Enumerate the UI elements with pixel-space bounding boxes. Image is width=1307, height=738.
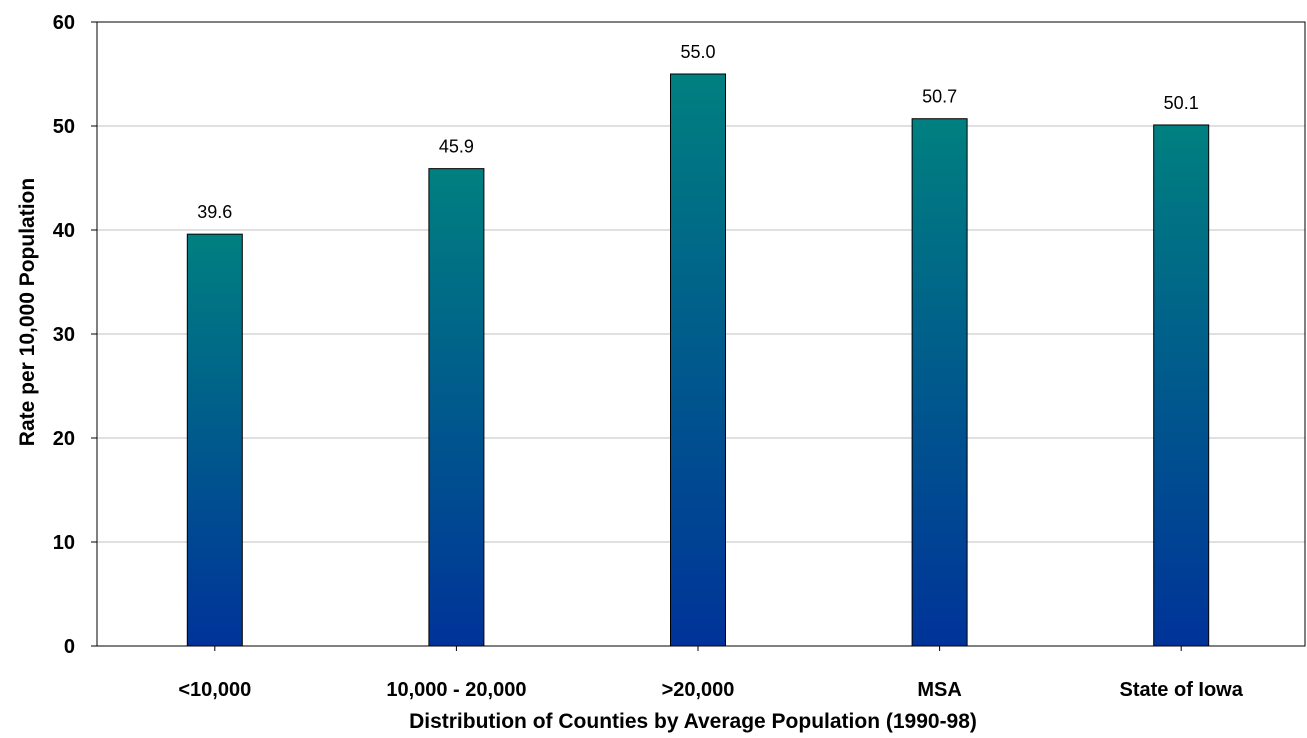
data-label: 45.9 [439, 137, 474, 157]
y-tick-label: 40 [53, 220, 75, 242]
plot-frame [96, 21, 1306, 647]
y-axis-title: Rate per 10,000 Population [16, 178, 39, 446]
bar [670, 73, 726, 647]
data-label: 39.6 [197, 202, 232, 222]
category-label: <10,000 [178, 679, 251, 701]
bars [186, 73, 1210, 647]
y-tick-label: 10 [53, 532, 75, 554]
y-tick-label: 20 [53, 428, 75, 450]
labels: 0 10 20 30 40 50 60 39.6 <10,000 45.9 10,000 - 20,… [53, 12, 1244, 701]
data-label: 55.0 [680, 42, 715, 62]
y-tick-label: 0 [64, 636, 75, 658]
y-tick-label: 60 [53, 12, 75, 34]
data-label: 50.7 [922, 87, 957, 107]
category-label: MSA [917, 679, 961, 701]
bar [911, 118, 968, 647]
category-label: >20,000 [662, 679, 735, 701]
y-tick-label: 50 [53, 116, 75, 138]
data-label: 50.1 [1164, 93, 1199, 113]
bar [1153, 124, 1210, 647]
bar [428, 168, 485, 647]
bar [186, 233, 243, 647]
category-label: State of Iowa [1120, 679, 1244, 701]
x-axis-title: Distribution of Counties by Average Popu… [409, 710, 977, 733]
y-tick-label: 30 [53, 324, 75, 346]
category-label: 10,000 - 20,000 [386, 679, 526, 701]
axes [91, 21, 1306, 651]
